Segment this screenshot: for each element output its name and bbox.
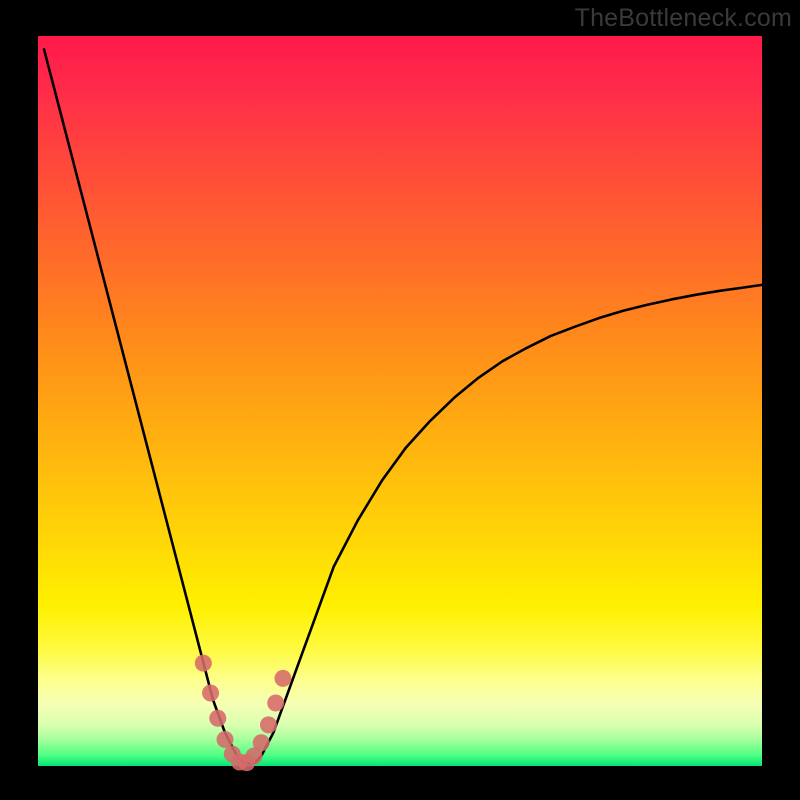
optimal-marker [260,716,277,733]
chart-container: TheBottleneck.com [0,0,800,800]
optimal-marker [217,731,234,748]
bottleneck-chart [0,0,800,800]
optimal-marker [274,670,291,687]
optimal-marker [253,734,270,751]
optimal-marker [209,710,226,727]
optimal-marker [195,655,212,672]
plot-background [38,36,762,766]
optimal-marker [267,694,284,711]
optimal-marker [202,685,219,702]
watermark-text: TheBottleneck.com [575,4,792,33]
